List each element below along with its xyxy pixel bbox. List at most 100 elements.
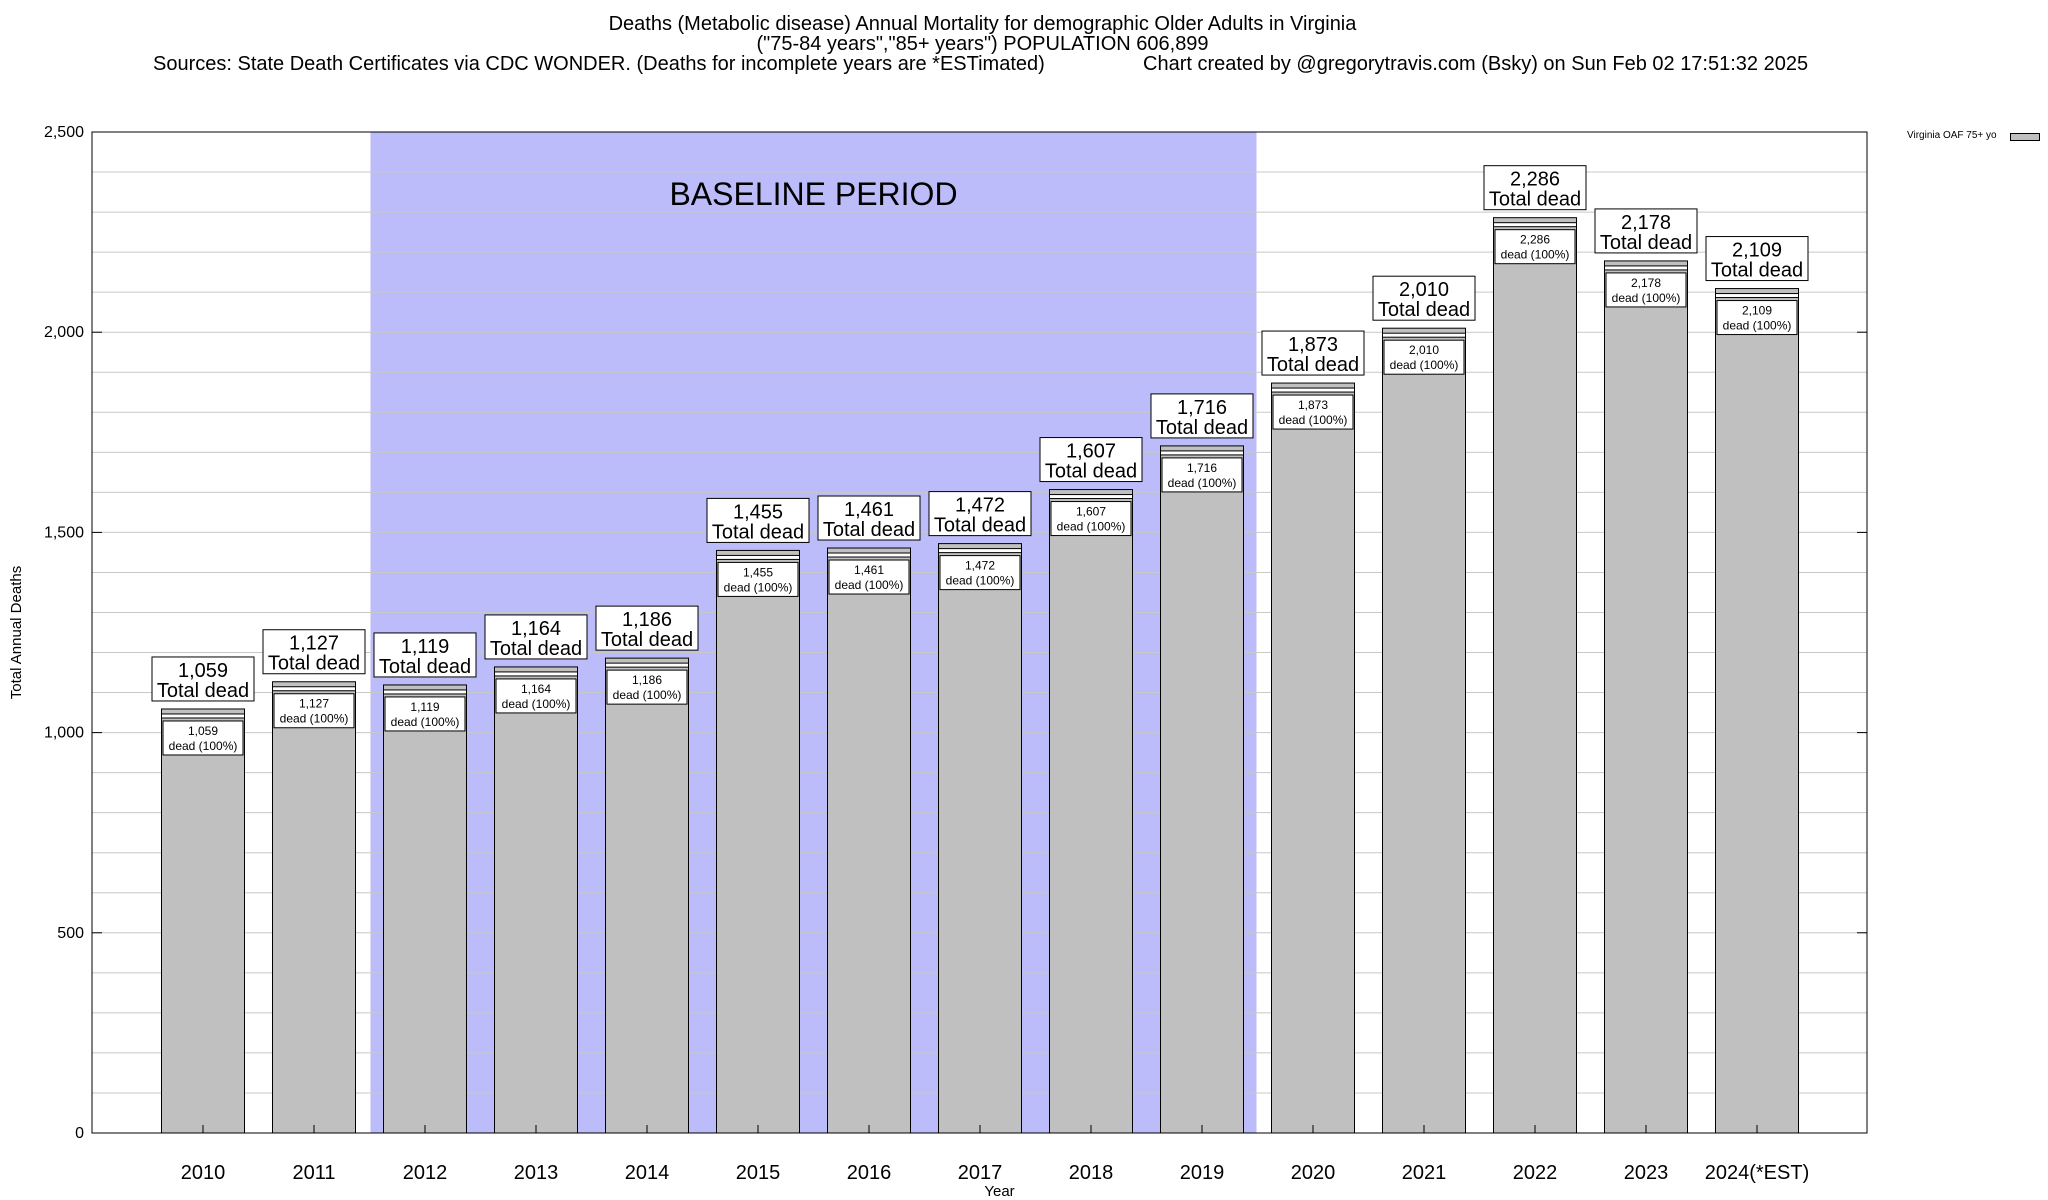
bar	[1160, 445, 1244, 1134]
top-label-value: 2,109	[1732, 240, 1782, 262]
x-tick-label: 2017	[958, 1162, 1003, 1184]
inner-label-box	[828, 559, 910, 595]
inner-label-text: dead (100%)	[502, 697, 571, 711]
bar	[272, 681, 356, 1134]
x-tick-label: 2021	[1402, 1162, 1447, 1184]
inner-label-box	[939, 555, 1021, 591]
chart-title: Deaths (Metabolic disease) Annual Mortal…	[608, 13, 1357, 35]
chart-header: Deaths (Metabolic disease) Annual Mortal…	[0, 0, 2048, 90]
top-label-value: 1,873	[1288, 334, 1338, 356]
top-label-box	[928, 491, 1032, 537]
top-label-value: 2,286	[1510, 169, 1560, 191]
inner-label-box	[495, 678, 577, 714]
bar-cap	[1271, 387, 1355, 393]
inner-label-value: 1,186	[632, 673, 662, 687]
top-label-value: 1,461	[844, 499, 894, 521]
top-label-box	[1372, 275, 1476, 321]
bar	[938, 543, 1022, 1134]
x-tick-label: 2023	[1624, 1162, 1669, 1184]
top-label-text: Total dead	[268, 653, 360, 675]
y-axis-label: Total Annual Deaths	[8, 566, 25, 699]
inner-label-text: dead (100%)	[1279, 413, 1348, 427]
top-label-text: Total dead	[1600, 232, 1692, 254]
inner-label-value: 1,455	[743, 565, 773, 579]
top-label-value: 2,178	[1621, 212, 1671, 234]
bar	[1715, 288, 1799, 1134]
y-tick-label: 500	[57, 925, 84, 942]
inner-label-box	[162, 720, 244, 756]
top-label-box	[706, 497, 810, 543]
inner-label-value: 1,461	[854, 563, 884, 577]
bar-cap	[161, 713, 245, 719]
inner-label-box	[273, 693, 355, 729]
inner-label-value: 2,286	[1520, 233, 1550, 247]
y-tick-label: 2,500	[44, 124, 84, 141]
x-tick-label: 2013	[514, 1162, 559, 1184]
top-label-text: Total dead	[490, 638, 582, 660]
inner-label-box	[384, 696, 466, 732]
bar	[161, 708, 245, 1134]
bar-cap	[1049, 494, 1133, 500]
x-tick-label: 2019	[1180, 1162, 1225, 1184]
top-label-text: Total dead	[1711, 260, 1803, 282]
legend-swatch	[2010, 133, 2040, 141]
inner-label-box	[1050, 501, 1132, 537]
top-label-value: 1,716	[1177, 397, 1227, 419]
inner-label-text: dead (100%)	[1057, 520, 1126, 534]
top-label-box	[817, 495, 921, 541]
top-label-box	[1594, 208, 1698, 254]
x-tick-label: 2011	[292, 1162, 335, 1184]
y-tick-label: 1,500	[44, 524, 84, 541]
bar-cap	[827, 552, 911, 558]
inner-label-box	[1716, 300, 1798, 336]
bar	[827, 547, 911, 1134]
top-label-box	[595, 605, 699, 651]
bar	[1271, 382, 1355, 1134]
chart-sources: Sources: State Death Certificates via CD…	[153, 53, 1045, 75]
bar-cap	[938, 548, 1022, 554]
bar	[494, 666, 578, 1134]
inner-label-value: 1,127	[299, 697, 329, 711]
x-tick-label: 2022	[1513, 1162, 1558, 1184]
top-label-text: Total dead	[1489, 189, 1581, 211]
inner-label-text: dead (100%)	[1612, 291, 1681, 305]
bar-cap	[494, 671, 578, 677]
chart-subtitle: ("75-84 years","85+ years") POPULATION 6…	[756, 33, 1209, 55]
top-label-text: Total dead	[1267, 354, 1359, 376]
top-label-value: 1,164	[511, 618, 561, 640]
bar-cap	[1493, 222, 1577, 228]
top-label-box	[1483, 165, 1587, 211]
x-tick-label: 2015	[736, 1162, 781, 1184]
bar	[1049, 489, 1133, 1134]
inner-label-value: 2,109	[1742, 304, 1772, 318]
top-label-value: 1,127	[289, 633, 339, 655]
bar	[383, 684, 467, 1134]
inner-label-text: dead (100%)	[1168, 476, 1237, 490]
inner-label-box	[606, 669, 688, 705]
bar	[1382, 327, 1466, 1134]
bar-cap	[716, 554, 800, 560]
top-label-value: 1,119	[401, 636, 450, 658]
top-label-box	[151, 656, 255, 702]
inner-label-text: dead (100%)	[835, 578, 904, 592]
x-tick-label: 2012	[403, 1162, 448, 1184]
top-label-text: Total dead	[1378, 299, 1470, 321]
y-tick-label: 2,000	[44, 324, 84, 341]
top-label-text: Total dead	[934, 515, 1026, 537]
inner-label-value: 1,607	[1076, 505, 1106, 519]
top-label-text: Total dead	[1156, 417, 1248, 439]
top-label-box	[484, 614, 588, 660]
bar	[1604, 260, 1688, 1134]
inner-label-text: dead (100%)	[391, 715, 460, 729]
inner-label-value: 1,119	[410, 700, 439, 714]
top-label-box	[1261, 330, 1365, 376]
top-label-box	[1705, 236, 1809, 282]
inner-label-box	[1272, 394, 1354, 430]
inner-label-value: 1,472	[965, 559, 995, 573]
inner-label-text: dead (100%)	[1390, 358, 1459, 372]
bar-cap	[1604, 265, 1688, 271]
bar-cap	[1715, 293, 1799, 299]
legend-label: Virginia OAF 75+ yo	[1907, 130, 1997, 141]
top-label-box	[1039, 437, 1143, 483]
